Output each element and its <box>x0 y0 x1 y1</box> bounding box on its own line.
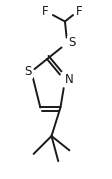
Text: S: S <box>68 37 75 49</box>
Text: F: F <box>41 5 48 18</box>
Text: N: N <box>65 73 74 86</box>
Text: F: F <box>76 5 83 18</box>
Text: S: S <box>24 65 32 78</box>
